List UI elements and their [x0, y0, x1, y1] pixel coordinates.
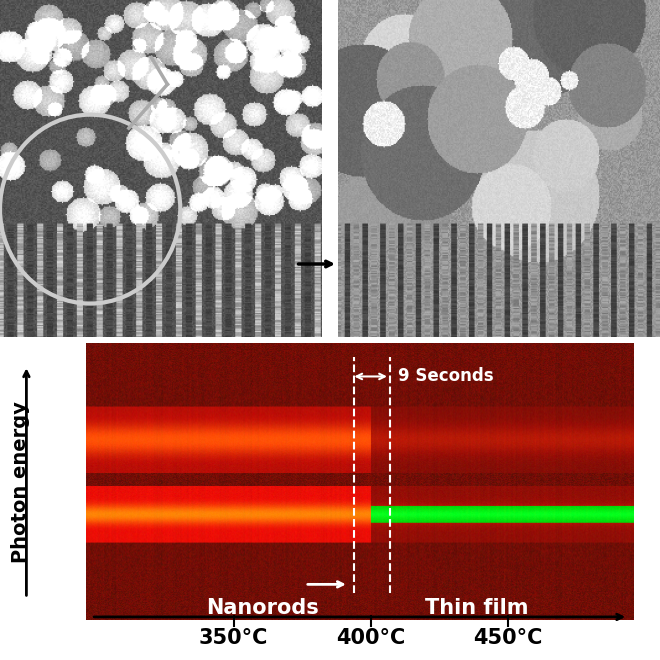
- Text: 400°C: 400°C: [336, 628, 405, 648]
- Text: Photon energy: Photon energy: [11, 401, 30, 563]
- Text: Thin film: Thin film: [426, 598, 529, 618]
- Text: 450°C: 450°C: [473, 628, 543, 648]
- Text: Nanorods: Nanorods: [207, 598, 319, 618]
- Text: 350°C: 350°C: [199, 628, 269, 648]
- Text: 9 Seconds: 9 Seconds: [398, 368, 494, 385]
